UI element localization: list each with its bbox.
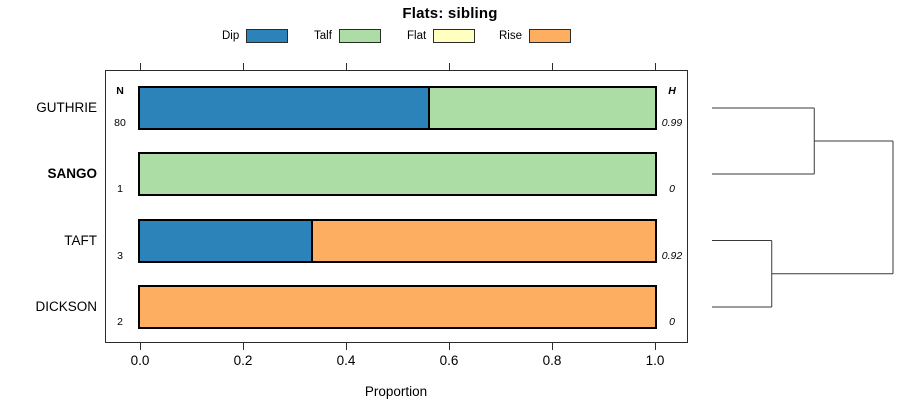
x-tick-label: 0.6 xyxy=(439,353,459,368)
n-value: 3 xyxy=(117,249,123,262)
x-tick-label: 0.8 xyxy=(542,353,562,368)
category-label-dickson: DICKSON xyxy=(35,299,97,314)
bar-segment-rise xyxy=(311,220,655,261)
legend-swatch-talf xyxy=(338,28,381,43)
tick-top xyxy=(449,63,450,70)
tick-bottom xyxy=(243,343,244,350)
bar-row-sango xyxy=(138,152,657,196)
legend-swatch-dip xyxy=(246,28,289,43)
plot-frame xyxy=(105,70,688,343)
legend-label: Flat xyxy=(407,29,427,42)
bar-row-dickson xyxy=(138,285,657,329)
h-value: 0.92 xyxy=(661,249,683,262)
tick-bottom xyxy=(552,343,553,350)
x-tick-label: 0.2 xyxy=(233,353,253,368)
h-value: 0 xyxy=(669,183,675,195)
bar-segment-rise xyxy=(140,287,655,327)
category-label-guthrie: GUTHRIE xyxy=(36,100,97,115)
tick-bottom xyxy=(140,343,141,350)
tick-top xyxy=(552,63,553,70)
tick-bottom xyxy=(449,343,450,350)
bar-row-taft xyxy=(138,218,657,263)
x-axis-label: Proportion xyxy=(364,384,428,399)
h-column-header: H xyxy=(668,85,676,97)
x-tick-label: 1.0 xyxy=(645,353,665,368)
tick-bottom xyxy=(655,343,656,350)
tick-top xyxy=(346,63,347,70)
category-label-taft: TAFT xyxy=(64,232,97,248)
legend-swatch-flat xyxy=(433,28,476,43)
bar-segment-talf xyxy=(140,154,655,194)
bar-segment-dip xyxy=(140,220,312,261)
tick-bottom xyxy=(346,343,347,350)
legend-swatch-rise xyxy=(529,28,572,43)
legend-item-rise: Rise xyxy=(499,27,572,44)
legend-item-flat: Flat xyxy=(407,27,476,44)
legend-item-talf: Talf xyxy=(314,27,381,44)
category-label-sango: SANGO xyxy=(47,166,97,181)
legend-item-dip: Dip xyxy=(222,27,289,44)
legend-label: Dip xyxy=(222,29,240,42)
tick-top xyxy=(243,63,244,70)
n-value: 2 xyxy=(117,316,123,328)
n-column-header: N xyxy=(116,85,124,97)
legend-label: Rise xyxy=(499,29,523,42)
h-value: 0.99 xyxy=(661,117,683,129)
h-value: 0 xyxy=(669,316,675,328)
chart-title: Flats: sibling xyxy=(402,5,498,22)
n-value: 1 xyxy=(117,183,123,195)
bar-row-guthrie xyxy=(138,86,657,130)
x-tick-label: 0.0 xyxy=(130,353,150,368)
bar-segment-talf xyxy=(428,88,655,128)
x-tick-label: 0.4 xyxy=(336,353,356,368)
n-value: 80 xyxy=(114,117,126,129)
tick-top xyxy=(655,63,656,70)
legend-label: Talf xyxy=(314,29,332,42)
tick-top xyxy=(140,63,141,70)
bar-segment-dip xyxy=(140,88,429,128)
